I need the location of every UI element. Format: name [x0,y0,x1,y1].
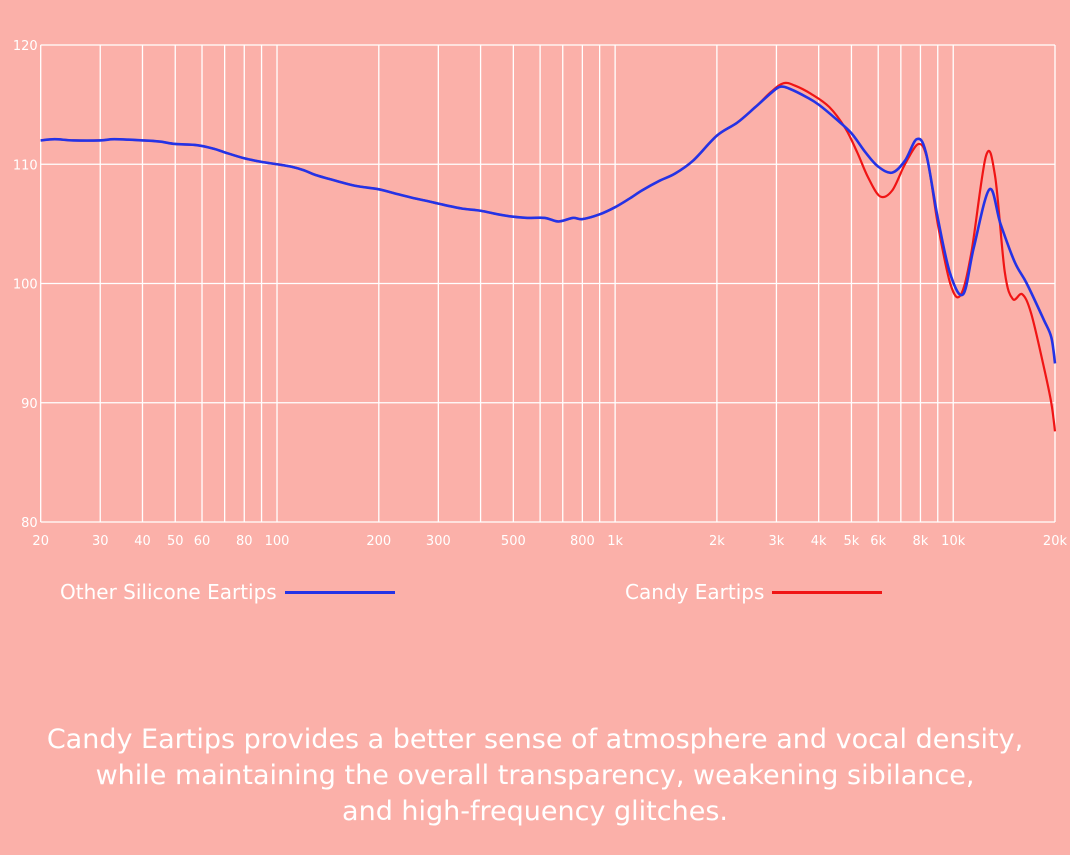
x-tick-label: 10k [941,534,966,549]
legend-line-blue [284,590,395,594]
x-tick-label: 5k [844,534,860,549]
x-tick-label: 50 [167,534,184,549]
x-tick-label: 1k [607,534,623,549]
x-tick-label: 60 [194,534,211,549]
frequency-response-chart: 80 90 100 110 120 20 30 40 50 60 80 100 200 300 500 800… [13,39,1068,549]
x-tick-label: 8k [913,534,929,549]
caption: Candy Eartips provides a better sense of… [0,722,1070,830]
series-line-candy [40,81,1057,432]
legend-label: Other Silicone Eartips [60,580,277,604]
legend-item-other-silicone: Other Silicone Eartips [60,580,395,604]
caption-line-2: while maintaining the overall transparen… [95,760,975,791]
y-tick-label: 100 [13,278,38,293]
x-tick-label: 3k [769,534,785,549]
x-tick-label: 30 [92,534,109,549]
x-tick-label: 4k [811,534,827,549]
x-tick-label: 40 [134,534,151,549]
y-tick-label: 110 [13,158,38,173]
legend-item-candy: Candy Eartips [625,580,883,604]
x-tick-label: 20 [32,534,49,549]
x-tick-label: 80 [236,534,253,549]
legend-label: Candy Eartips [625,580,765,604]
caption-line-3: and high-frequency glitches. [342,796,728,827]
y-tick-label: 90 [21,397,38,412]
x-tick-label: 20k [1043,534,1068,549]
x-tick-label: 300 [426,534,451,549]
y-tick-label: 120 [13,39,38,54]
legend-line-red [772,590,883,594]
x-tick-label: 6k [870,534,886,549]
x-tick-label: 800 [570,534,595,549]
x-tick-label: 100 [265,534,290,549]
x-tick-label: 500 [501,534,526,549]
series-line-other-silicone [40,85,1057,364]
caption-line-1: Candy Eartips provides a better sense of… [46,724,1024,755]
x-tick-label: 200 [366,534,391,549]
y-tick-label: 80 [21,516,38,531]
x-tick-label: 2k [709,534,725,549]
